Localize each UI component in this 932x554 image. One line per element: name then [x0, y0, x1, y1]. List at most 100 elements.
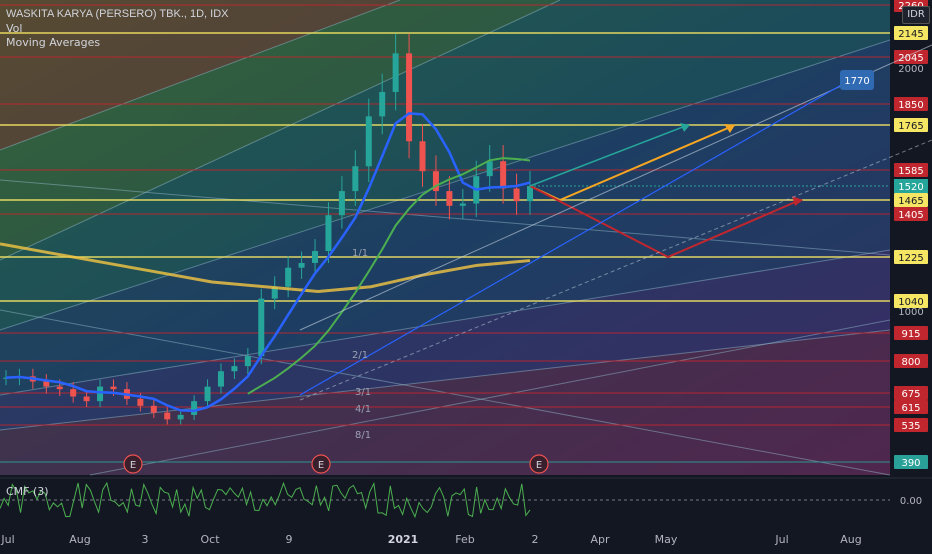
price-level-label: 390: [894, 455, 928, 469]
volume-legend[interactable]: Vol: [6, 22, 23, 35]
candle: [177, 409, 184, 425]
candle: [500, 145, 507, 204]
candle: [231, 358, 238, 380]
price-level-label: 2145: [894, 26, 928, 40]
candle: [527, 171, 533, 215]
svg-text:615: 615: [901, 403, 920, 414]
fan-line-7: [0, 179, 891, 256]
svg-text:800: 800: [901, 357, 920, 368]
trend-line-mid: [299, 139, 932, 401]
candle: [312, 239, 319, 275]
candle: [258, 288, 265, 365]
last-price-tag: [894, 179, 928, 193]
price-level-label: 800: [894, 354, 928, 368]
svg-text:E: E: [130, 460, 136, 471]
svg-text:2045: 2045: [898, 53, 923, 64]
price-level-label: 1765: [894, 118, 928, 132]
x-tick-label: Aug: [69, 533, 90, 546]
price-level-label: 1040: [894, 294, 928, 308]
x-tick-label: 9: [286, 533, 293, 546]
candle: [285, 256, 292, 298]
svg-text:1770: 1770: [844, 76, 869, 87]
fan-line-5: [89, 319, 891, 476]
projection-down-path: [529, 185, 801, 259]
candle: [325, 202, 332, 263]
candle: [352, 150, 359, 206]
x-tick-label: Oct: [200, 533, 220, 546]
candle: [392, 33, 399, 111]
candle: [379, 73, 386, 135]
earnings-marker: E: [311, 454, 331, 474]
candle: [43, 374, 50, 394]
candle: [164, 407, 171, 425]
trend-line-upper: [299, 44, 932, 331]
candle: [271, 276, 278, 310]
price-level-label: 1405: [894, 207, 928, 221]
candle: [486, 145, 493, 192]
cmf-line: [0, 481, 531, 519]
candle: [338, 176, 345, 229]
earnings-marker: E: [123, 454, 143, 474]
price-level-label: 1465: [894, 193, 928, 207]
candle: [217, 363, 224, 394]
svg-text:1465: 1465: [898, 196, 923, 207]
svg-text:1850: 1850: [898, 100, 923, 111]
cmf-indicator-label[interactable]: CMF (3): [6, 485, 49, 498]
gann-label: 2/1: [352, 350, 368, 361]
svg-text:1225: 1225: [898, 253, 923, 264]
symbol-title: WASKITA KARYA (PERSERO) TBK., 1D, IDX: [6, 8, 229, 20]
fan-line-1: [0, 0, 561, 261]
cmf-pane: [0, 478, 932, 528]
svg-text:E: E: [536, 460, 542, 471]
candle: [459, 189, 466, 220]
candle: [191, 395, 198, 421]
price-level-label: 535: [894, 418, 928, 432]
fan-band-5: [0, 330, 890, 475]
cmf-zero-label: 0.00: [900, 496, 922, 507]
fan-line-2: [0, 39, 891, 331]
trend-line-blue: [299, 79, 851, 396]
price-level-label: 2045: [894, 50, 928, 64]
price-level-label: 615: [894, 400, 928, 414]
gann-label: 3/1: [355, 387, 371, 398]
candle: [513, 173, 520, 215]
x-tick-label: 2: [532, 533, 539, 546]
svg-text:535: 535: [901, 421, 920, 432]
svg-text:390: 390: [901, 458, 920, 469]
x-tick-label: 2021: [388, 533, 419, 546]
ma-slow-line: [0, 242, 531, 293]
svg-text:2145: 2145: [898, 29, 923, 40]
candle: [150, 400, 157, 418]
moving-averages-legend[interactable]: Moving Averages: [6, 36, 101, 49]
fan-line-3: [0, 249, 891, 396]
candle: [406, 33, 413, 159]
candle: [419, 124, 426, 187]
gann-label: 4/1: [355, 404, 371, 415]
gann-label: 1/1: [352, 248, 368, 259]
projection-up-arrowhead: [724, 124, 735, 133]
y-tick-label: 1000: [898, 307, 923, 318]
candle: [365, 98, 372, 183]
time-axis: [0, 528, 932, 550]
gann-label: 8/1: [355, 430, 371, 441]
ma-fast-line: [5, 112, 531, 413]
x-tick-label: Aug: [840, 533, 861, 546]
x-tick-label: 3: [142, 533, 149, 546]
candle: [298, 251, 305, 279]
price-level-label: 675: [894, 386, 928, 400]
price-level-label: 1850: [894, 97, 928, 111]
svg-text:1040: 1040: [898, 297, 923, 308]
projection-down-arrowhead: [792, 196, 803, 206]
earnings-marker: E: [529, 454, 549, 474]
currency-badge[interactable]: IDR: [902, 6, 930, 24]
candle: [204, 379, 211, 408]
candle: [244, 348, 251, 375]
x-tick-label: Feb: [455, 533, 474, 546]
svg-text:915: 915: [901, 329, 920, 340]
fan-line-4: [0, 329, 891, 431]
projection-teal-arrowhead: [680, 123, 690, 132]
price-level-label: 1585: [894, 163, 928, 177]
fan-band-2: [0, 0, 890, 330]
